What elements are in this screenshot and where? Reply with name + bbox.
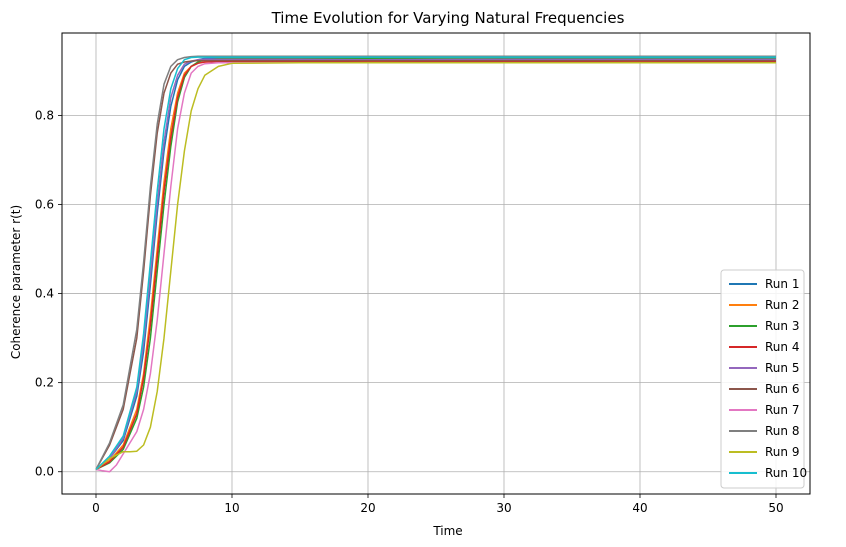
grid-lines — [62, 33, 810, 494]
y-tick-label: 0.8 — [35, 108, 54, 122]
y-tick-label: 0.0 — [35, 465, 54, 479]
plot-frame — [61, 32, 811, 495]
y-axis-label: Coherence parameter r(t) — [9, 205, 23, 359]
x-tick-label: 40 — [632, 501, 647, 515]
legend-box — [720, 269, 805, 489]
x-axis-label: Time — [432, 524, 462, 538]
legend-label: Run 4 — [765, 340, 799, 354]
y-tick-label: 0.4 — [35, 287, 54, 301]
chart-title: Time Evolution for Varying Natural Frequ… — [271, 9, 625, 27]
y-axis-ticks: 0.0 0.2 0.4 0.6 0.8 — [35, 108, 62, 479]
legend-label: Run 1 — [765, 277, 799, 291]
legend-label: Run 2 — [765, 298, 799, 312]
series-line-run-9 — [95, 62, 776, 471]
x-axis-ticks: 0 10 20 30 40 50 — [92, 494, 784, 515]
x-tick-label: 20 — [360, 501, 375, 515]
legend-label: Run 7 — [765, 403, 799, 417]
x-tick-label: 30 — [496, 501, 511, 515]
series-line-run-8 — [95, 55, 776, 470]
series-line-run-5 — [95, 58, 776, 471]
legend-label: Run 5 — [765, 361, 799, 375]
legend-label: Run 3 — [765, 319, 799, 333]
x-tick-label: 10 — [224, 501, 239, 515]
legend: Run 1 Run 2 Run 3 Run 4 Run 5 Run 6 Run 7 Run 8… — [720, 269, 807, 489]
x-tick-label: 0 — [92, 501, 100, 515]
legend-label: Run 9 — [765, 445, 799, 459]
y-tick-label: 0.6 — [35, 197, 54, 211]
legend-label: Run 10 — [765, 466, 807, 480]
series-line-run-10 — [95, 56, 776, 471]
y-tick-label: 0.2 — [35, 376, 54, 390]
series-line-run-6 — [95, 59, 776, 470]
legend-label: Run 6 — [765, 382, 799, 396]
legend-label: Run 8 — [765, 424, 799, 438]
series-lines — [95, 55, 777, 473]
x-tick-label: 50 — [768, 501, 783, 515]
